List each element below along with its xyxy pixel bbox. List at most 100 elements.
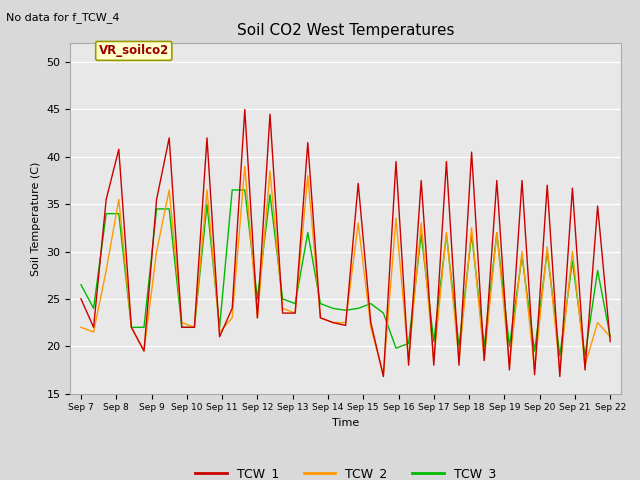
TCW_3 (531, 348, 538, 354)
TCW_2 (581, 362, 589, 368)
TCW_1 (481, 358, 488, 363)
TCW_2 (291, 310, 299, 316)
TCW_2 (165, 187, 173, 193)
TCW_1 (77, 296, 85, 302)
TCW_1 (291, 310, 299, 316)
TCW_1 (253, 315, 261, 321)
TCW_3 (518, 253, 526, 259)
TCW_1 (329, 320, 337, 325)
TCW_3 (468, 232, 476, 238)
TCW_1 (443, 159, 451, 165)
TCW_3 (493, 230, 500, 236)
TCW_2 (329, 320, 337, 325)
TCW_2 (417, 220, 425, 226)
TCW_2 (342, 320, 349, 325)
TCW_1 (140, 348, 148, 354)
TCW_1 (191, 324, 198, 330)
Text: VR_soilco2: VR_soilco2 (99, 45, 169, 58)
TCW_2 (279, 305, 287, 311)
TCW_1 (606, 338, 614, 344)
Title: Soil CO2 West Temperatures: Soil CO2 West Temperatures (237, 23, 454, 38)
TCW_3 (430, 338, 438, 344)
TCW_3 (329, 305, 337, 311)
TCW_1 (493, 178, 500, 183)
TCW_3 (367, 301, 374, 307)
TCW_2 (178, 320, 186, 325)
TCW_2 (543, 244, 551, 250)
TCW_1 (594, 203, 602, 209)
TCW_2 (380, 372, 387, 378)
TCW_3 (481, 343, 488, 349)
TCW_1 (178, 324, 186, 330)
TCW_2 (191, 324, 198, 330)
TCW_1 (241, 107, 248, 112)
TCW_3 (317, 301, 324, 307)
TCW_2 (153, 249, 161, 254)
TCW_3 (127, 324, 135, 330)
TCW_2 (102, 268, 110, 274)
TCW_3 (380, 310, 387, 316)
TCW_1 (216, 334, 223, 340)
TCW_2 (304, 173, 312, 179)
TCW_3 (191, 324, 198, 330)
TCW_1 (355, 180, 362, 186)
TCW_2 (518, 249, 526, 254)
Y-axis label: Soil Temperature (C): Soil Temperature (C) (31, 161, 41, 276)
TCW_1 (430, 362, 438, 368)
TCW_2 (253, 315, 261, 321)
TCW_1 (506, 367, 513, 373)
TCW_3 (291, 301, 299, 307)
TCW_2 (77, 324, 85, 330)
TCW_3 (77, 282, 85, 288)
TCW_3 (178, 324, 186, 330)
TCW_3 (165, 206, 173, 212)
Text: No data for f_TCW_4: No data for f_TCW_4 (6, 12, 120, 23)
TCW_2 (266, 168, 274, 174)
TCW_3 (594, 268, 602, 274)
TCW_1 (556, 373, 564, 379)
TCW_1 (518, 178, 526, 183)
TCW_1 (102, 197, 110, 203)
TCW_3 (115, 211, 123, 216)
TCW_1 (203, 135, 211, 141)
TCW_3 (203, 201, 211, 207)
TCW_3 (304, 230, 312, 236)
Legend: TCW_1, TCW_2, TCW_3: TCW_1, TCW_2, TCW_3 (190, 462, 501, 480)
TCW_3 (556, 353, 564, 359)
TCW_1 (153, 197, 161, 203)
TCW_2 (241, 163, 248, 169)
TCW_2 (606, 334, 614, 340)
TCW_1 (468, 149, 476, 155)
TCW_3 (266, 192, 274, 198)
TCW_1 (455, 362, 463, 368)
TCW_1 (90, 324, 97, 330)
TCW_3 (140, 324, 148, 330)
TCW_3 (102, 211, 110, 216)
TCW_2 (392, 216, 400, 221)
TCW_2 (443, 230, 451, 236)
TCW_2 (115, 197, 123, 203)
TCW_3 (443, 232, 451, 238)
TCW_3 (404, 340, 412, 346)
TCW_3 (417, 232, 425, 238)
TCW_2 (506, 362, 513, 368)
TCW_1 (342, 323, 349, 328)
TCW_1 (317, 315, 324, 321)
TCW_3 (241, 187, 248, 193)
TCW_2 (468, 225, 476, 231)
TCW_2 (367, 324, 374, 330)
TCW_3 (342, 307, 349, 313)
TCW_2 (317, 315, 324, 321)
TCW_2 (455, 358, 463, 363)
TCW_3 (355, 305, 362, 311)
TCW_1 (543, 182, 551, 188)
TCW_2 (531, 367, 538, 373)
TCW_2 (594, 320, 602, 325)
TCW_1 (380, 373, 387, 379)
TCW_1 (581, 367, 589, 373)
TCW_3 (392, 345, 400, 351)
TCW_3 (253, 296, 261, 302)
TCW_2 (140, 348, 148, 354)
TCW_3 (228, 187, 236, 193)
TCW_3 (568, 258, 576, 264)
